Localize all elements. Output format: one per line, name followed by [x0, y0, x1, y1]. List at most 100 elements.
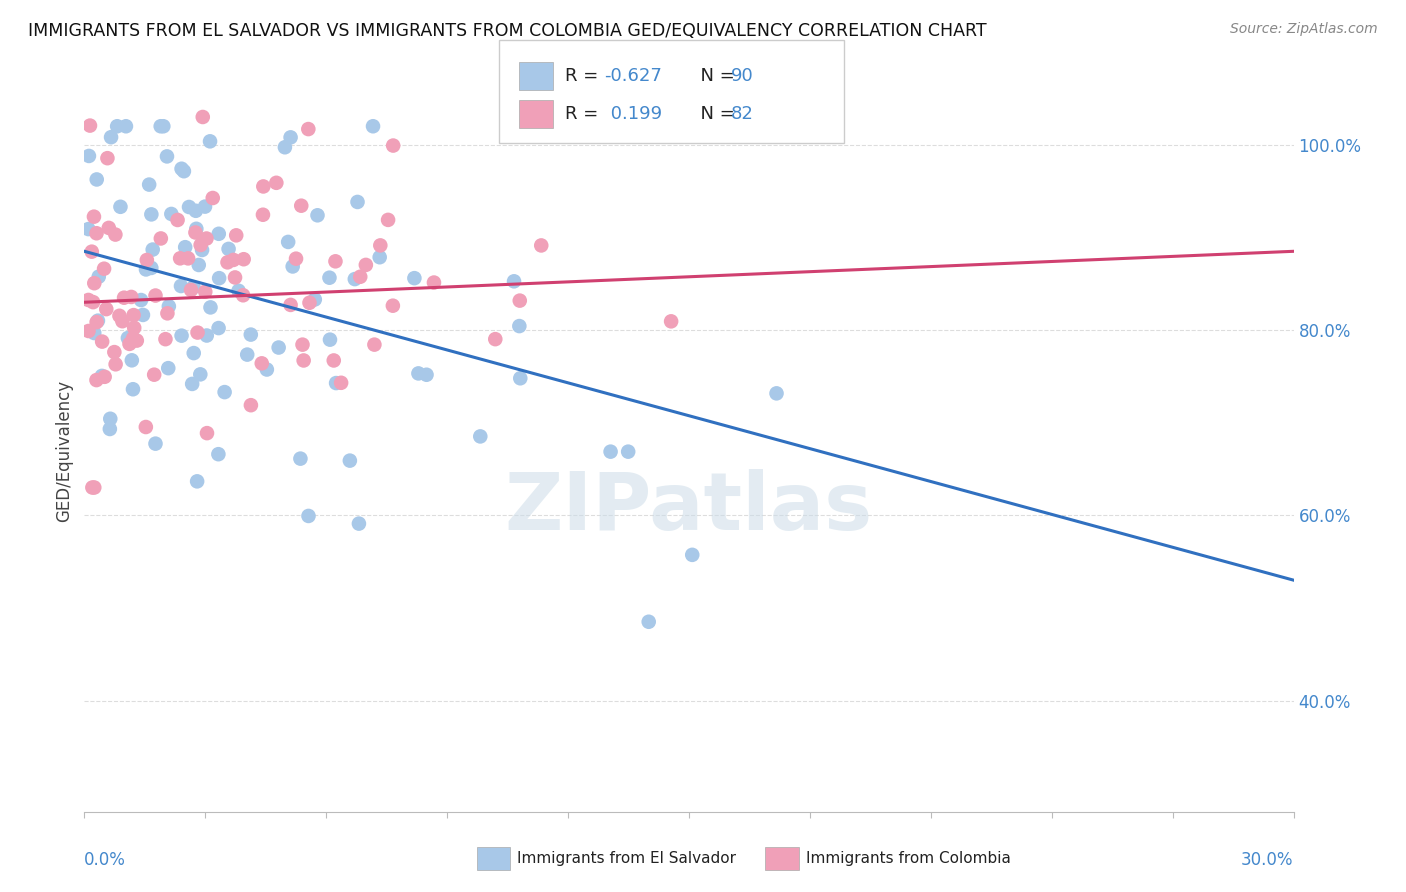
- Point: [77, 324, 100, 338]
- Point: [82, 295, 104, 310]
- Point: [297, 508, 319, 523]
- Point: [83, 210, 105, 224]
- Point: [186, 222, 208, 236]
- Point: [368, 250, 391, 264]
- Point: [280, 130, 302, 145]
- Text: IMMIGRANTS FROM EL SALVADOR VS IMMIGRANTS FROM COLOMBIA GED/EQUIVALENCY CORRELAT: IMMIGRANTS FROM EL SALVADOR VS IMMIGRANT…: [28, 22, 987, 40]
- Point: [191, 110, 214, 124]
- Point: [349, 269, 371, 284]
- Point: [170, 328, 193, 343]
- Point: [169, 252, 191, 266]
- Point: [509, 293, 531, 308]
- Point: [177, 200, 200, 214]
- Point: [157, 361, 180, 376]
- Point: [298, 295, 321, 310]
- Point: [250, 356, 273, 370]
- Point: [183, 280, 205, 294]
- Point: [195, 426, 218, 441]
- Point: [132, 308, 155, 322]
- Point: [104, 227, 127, 242]
- Point: [184, 226, 207, 240]
- Point: [659, 314, 682, 328]
- Point: [382, 138, 405, 153]
- Point: [87, 313, 110, 327]
- Point: [121, 353, 143, 368]
- Point: [135, 252, 157, 267]
- Point: [194, 285, 217, 299]
- Point: [225, 228, 247, 243]
- Point: [141, 207, 163, 221]
- Point: [135, 262, 157, 277]
- Point: [77, 222, 100, 236]
- Point: [112, 291, 135, 305]
- Point: [214, 385, 236, 400]
- Text: -0.627: -0.627: [605, 67, 662, 85]
- Point: [404, 271, 426, 285]
- Point: [280, 298, 302, 312]
- Point: [274, 140, 297, 154]
- Point: [166, 213, 188, 227]
- Point: [218, 242, 240, 256]
- Point: [558, 125, 581, 139]
- Point: [194, 200, 217, 214]
- Point: [183, 346, 205, 360]
- Point: [267, 341, 290, 355]
- Point: [281, 260, 304, 274]
- Text: N =: N =: [689, 67, 741, 85]
- Point: [125, 334, 148, 348]
- Point: [368, 238, 391, 252]
- Point: [96, 151, 118, 165]
- Point: [117, 331, 139, 345]
- Point: [86, 315, 108, 329]
- Point: [291, 337, 314, 351]
- Point: [190, 238, 212, 252]
- Point: [187, 326, 209, 340]
- Text: 30.0%: 30.0%: [1241, 852, 1294, 870]
- Point: [100, 130, 122, 145]
- Point: [208, 271, 231, 285]
- Point: [232, 288, 254, 302]
- Point: [93, 369, 115, 384]
- Point: [77, 149, 100, 163]
- Point: [232, 252, 254, 267]
- Point: [195, 231, 218, 245]
- Point: [86, 226, 108, 240]
- Point: [115, 120, 138, 134]
- Point: [239, 398, 262, 412]
- Point: [200, 301, 222, 315]
- Point: [252, 179, 274, 194]
- Text: Source: ZipAtlas.com: Source: ZipAtlas.com: [1230, 22, 1378, 37]
- Point: [180, 283, 202, 297]
- Point: [93, 261, 115, 276]
- Point: [381, 299, 404, 313]
- Text: 0.199: 0.199: [605, 105, 662, 123]
- Point: [90, 368, 112, 383]
- Point: [252, 208, 274, 222]
- Point: [330, 376, 353, 390]
- Point: [503, 274, 526, 288]
- Point: [266, 176, 288, 190]
- Point: [239, 327, 262, 342]
- Point: [104, 357, 127, 371]
- Point: [138, 178, 160, 192]
- Point: [145, 436, 167, 450]
- Point: [208, 227, 231, 241]
- Text: ZIPatlas: ZIPatlas: [505, 469, 873, 548]
- Point: [187, 258, 209, 272]
- Point: [149, 120, 172, 134]
- Text: Immigrants from Colombia: Immigrants from Colombia: [806, 851, 1011, 865]
- Point: [87, 269, 110, 284]
- Point: [80, 244, 103, 259]
- Point: [339, 453, 361, 467]
- Point: [83, 481, 105, 495]
- Point: [96, 302, 118, 317]
- Point: [82, 481, 104, 495]
- Point: [135, 420, 157, 434]
- Point: [195, 328, 218, 343]
- Point: [97, 220, 120, 235]
- Point: [346, 194, 368, 209]
- Text: 90: 90: [731, 67, 754, 85]
- Point: [156, 306, 179, 320]
- Point: [599, 444, 621, 458]
- Point: [149, 231, 172, 245]
